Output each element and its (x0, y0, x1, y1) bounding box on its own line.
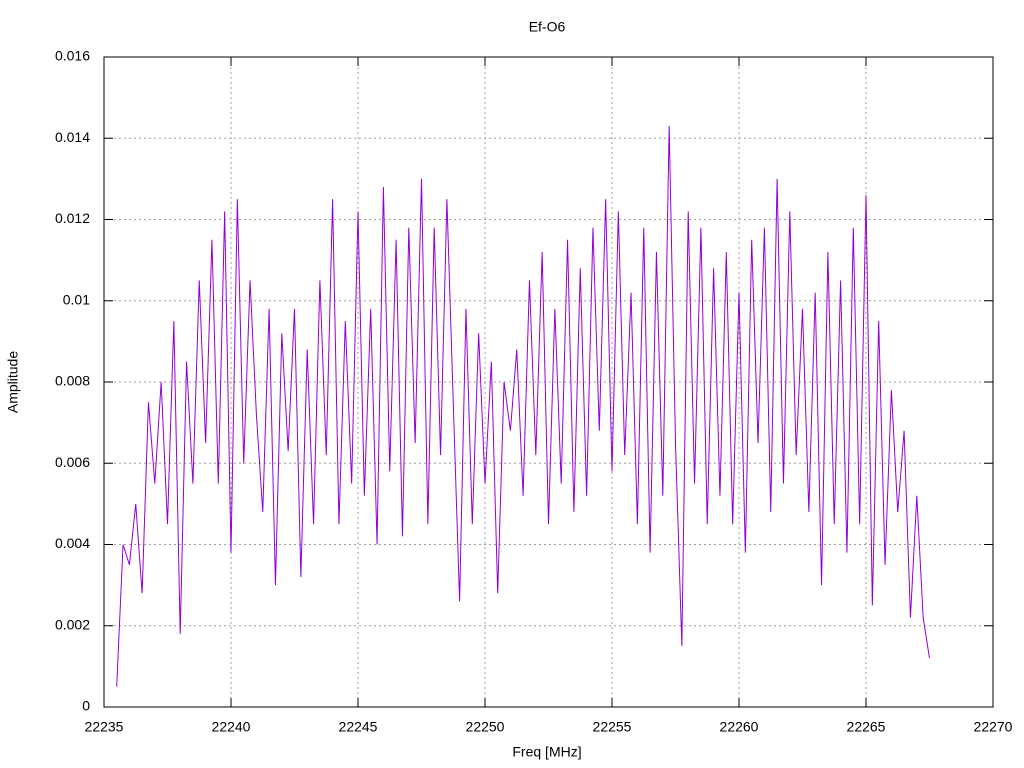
y-tick-label: 0 (82, 698, 90, 714)
y-tick-label: 0.006 (55, 454, 90, 470)
y-tick-label: 0.008 (55, 373, 90, 389)
y-tick-label: 0.002 (55, 616, 90, 632)
chart-title: Ef-O6 (529, 19, 566, 35)
y-axis-label: Amplitude (5, 351, 21, 413)
x-tick-label: 22265 (847, 719, 886, 735)
plot-border (103, 56, 994, 708)
data-line (116, 126, 930, 687)
x-tick-label: 22250 (466, 719, 505, 735)
y-tick-label: 0.014 (55, 129, 90, 145)
x-tick-label: 22260 (720, 719, 759, 735)
x-axis-label: Freq [MHz] (512, 744, 581, 760)
x-tick-label: 22240 (212, 719, 251, 735)
x-tick-label: 22255 (593, 719, 632, 735)
y-tick-label: 0.016 (55, 48, 90, 64)
y-tick-label: 0.01 (63, 291, 90, 307)
x-tick-label: 22245 (339, 719, 378, 735)
x-tick-label: 22235 (85, 719, 124, 735)
y-tick-label: 0.004 (55, 535, 90, 551)
y-tick-label: 0.012 (55, 210, 90, 226)
x-tick-label: 22270 (974, 719, 1013, 735)
